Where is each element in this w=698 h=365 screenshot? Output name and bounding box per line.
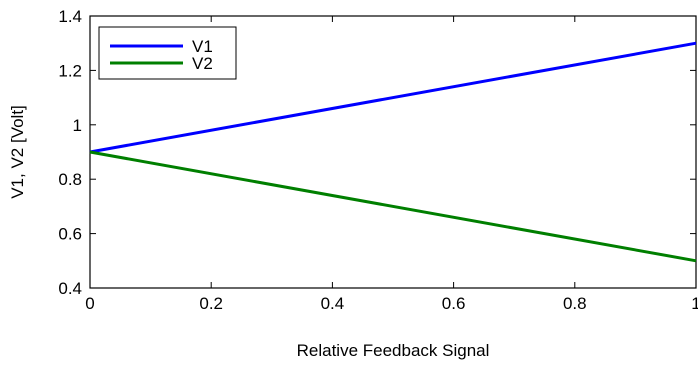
y-tick-label: 0.4	[58, 279, 82, 298]
series-line-v1	[89, 41, 697, 154]
y-tick-label: 0.6	[58, 225, 82, 244]
y-tick-label: 1	[73, 116, 82, 135]
x-tick-label: 0	[85, 294, 94, 313]
y-axis-title: V1, V2 [Volt]	[8, 105, 27, 199]
x-tick-label: 0.2	[199, 294, 223, 313]
x-tick-label: 0.8	[563, 294, 587, 313]
x-tick-label: 0.6	[442, 294, 466, 313]
y-tick-label: 0.8	[58, 170, 82, 189]
y-tick-label: 1.2	[58, 61, 82, 80]
legend: V1 V2	[98, 26, 237, 80]
legend-label-v1: V1	[192, 37, 213, 56]
y-tick-label: 1.4	[58, 7, 82, 26]
legend-label-v2: V2	[192, 54, 213, 73]
x-tick-label: 1	[691, 294, 698, 313]
series-layer	[89, 41, 697, 263]
ticks-layer: 0 0.2 0.4 0.6 0.8 1 0.4 0.6 0.8 1 1.2 1.4	[58, 7, 698, 313]
x-tick-label: 0.4	[321, 294, 345, 313]
legend-box	[98, 26, 237, 80]
series-line-v2	[89, 150, 697, 263]
x-axis-title: Relative Feedback Signal	[297, 341, 490, 360]
